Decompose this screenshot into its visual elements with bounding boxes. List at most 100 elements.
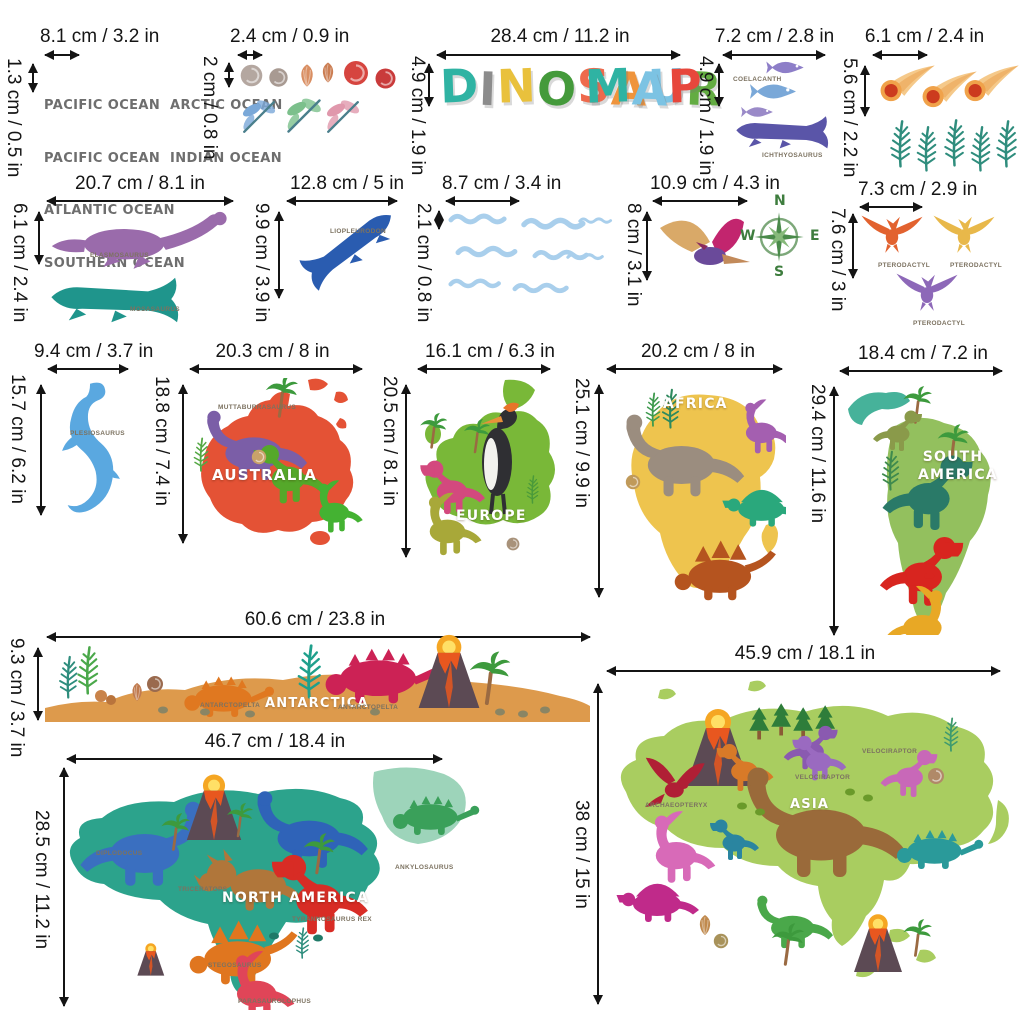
- pteranodon-width-arrow: [652, 196, 748, 206]
- fern-icon: [890, 120, 911, 168]
- title-height-label: 4.9 cm / 1.9 in: [406, 56, 428, 176]
- ocean-height-arrow: [28, 63, 38, 93]
- red-ammonite-icon: [374, 67, 397, 90]
- wave-icon: [448, 276, 504, 289]
- liopleurodon-height-label: 9.9 cm / 3.9 in: [250, 203, 272, 323]
- species-label: PTERODACTYL: [878, 262, 931, 269]
- liopleurodon-width-arrow: [286, 196, 398, 206]
- title-letter: N: [496, 58, 538, 114]
- species-label: VELOCIRAPTOR: [862, 748, 918, 755]
- continent-label-europe: EUROPE: [456, 508, 527, 524]
- species-label: TRICERATOPS: [178, 886, 228, 893]
- europe-height-label: 20.5 cm / 8.1 in: [378, 376, 400, 506]
- pteranodon-height-arrow: [642, 211, 652, 281]
- fern-icon: [970, 125, 991, 172]
- plesiosaurus-width-arrow: [47, 364, 129, 374]
- australia-map: [193, 378, 363, 545]
- title-width-arrow: [436, 50, 681, 60]
- continent-label-antarctica: ANTARCTICA: [265, 696, 369, 711]
- wave-icon: [578, 217, 613, 224]
- ammonite-icon: [268, 67, 289, 88]
- fish-width-label: 7.2 cm / 2.8 in: [714, 26, 835, 47]
- asia-height-label: 38 cm / 15 in: [570, 800, 592, 909]
- ammonite-icon: [239, 63, 264, 88]
- compass-icon: [753, 211, 805, 263]
- elasmosaurus-icon: [51, 211, 227, 269]
- coelacanth-fish-icon: [750, 84, 796, 99]
- species-label: TYRANNOSAURUS REX: [292, 916, 372, 923]
- ocean-line: PACIFIC OCEAN INDIAN OCEAN: [44, 150, 283, 166]
- south-america-height-arrow: [829, 386, 839, 636]
- north-america-width-label: 46.7 cm / 18.4 in: [204, 731, 346, 752]
- europe-height-arrow: [401, 384, 411, 558]
- waves-width-label: 8.7 cm / 3.4 in: [442, 173, 562, 194]
- red-ammonite-icon: [342, 59, 370, 87]
- europe-width-label: 16.1 cm / 6.3 in: [425, 341, 555, 362]
- plesiosaurus-icon: [62, 382, 120, 513]
- africa-height-arrow: [594, 384, 604, 598]
- species-label: MOSASAURUS: [130, 306, 180, 313]
- meteor-height-arrow: [860, 65, 870, 117]
- liopleurodon-icon: [297, 202, 403, 292]
- mosasaurus-icon: [51, 277, 179, 323]
- fossil-width-label: 2.4 cm / 0.9 in: [230, 26, 350, 47]
- species-label: ANKYLOSAURUS: [395, 864, 454, 871]
- pteranodon-height-label: 8 cm / 3.1 in: [622, 203, 644, 307]
- page-title-word2: MAP: [584, 58, 704, 117]
- africa-map: [625, 388, 786, 601]
- title-letter: A: [630, 61, 670, 117]
- africa-width-arrow: [606, 364, 783, 374]
- species-label: ANTARCTOPELTA: [338, 704, 399, 711]
- ocean-height-label: 1.3 cm / 0.5 in: [2, 58, 24, 178]
- ocean-width-arrow: [44, 50, 80, 60]
- species-label: LIOPLEURODON: [330, 228, 386, 235]
- asia-height-arrow: [593, 683, 603, 1005]
- pterodactyl-width-label: 7.3 cm / 2.9 in: [858, 179, 978, 200]
- ichthyosaurus-icon: [736, 116, 829, 149]
- asia-map: [616, 680, 1009, 978]
- marine-height-arrow: [34, 211, 44, 265]
- australia-height-label: 18.8 cm / 7.4 in: [150, 376, 172, 506]
- antarctica-height-arrow: [33, 647, 43, 721]
- title-letter: D: [439, 58, 481, 114]
- fern-icon: [944, 119, 965, 167]
- marine-width-arrow: [46, 196, 234, 206]
- wave-icon: [566, 253, 604, 261]
- fish-height-arrow: [714, 63, 724, 107]
- meteor-height-label: 5.6 cm / 2.2 in: [838, 58, 860, 178]
- north-america-width-arrow: [66, 754, 443, 764]
- south-america-map: [848, 384, 991, 635]
- australia-width-label: 20.3 cm / 8 in: [215, 341, 330, 362]
- title-height-arrow: [424, 63, 434, 107]
- species-label: ELASMOSAURUS: [90, 252, 149, 259]
- liopleurodon-height-arrow: [274, 211, 284, 299]
- species-label: ARCHAEOPTERYX: [645, 802, 708, 809]
- pterodactyl-icon: [861, 215, 923, 253]
- south-america-height-label: 29.4 cm / 11.6 in: [806, 384, 828, 524]
- fossil-height-arrow: [224, 62, 234, 88]
- south-america-width-label: 18.4 cm / 7.2 in: [858, 343, 988, 364]
- meteor-icon: [964, 65, 1019, 102]
- australia-height-arrow: [178, 384, 188, 544]
- fossil-height-label: 2 cm / 0.8 in: [198, 56, 220, 160]
- waves-width-arrow: [445, 196, 520, 206]
- antarctica-width-arrow: [46, 632, 591, 642]
- europe-width-arrow: [417, 364, 551, 374]
- waves-height-label: 2.1 cm / 0.8 in: [412, 203, 434, 323]
- species-label: PLESIOSAURUS: [70, 430, 125, 437]
- coelacanth-fish-icon: [766, 61, 804, 74]
- continent-label-north-america: NORTH AMERICA: [222, 890, 369, 906]
- compass-east-label: E: [810, 228, 820, 244]
- species-label: COELACANTH: [733, 76, 782, 83]
- fern-icon: [996, 120, 1017, 168]
- species-label: PTERODACTYL: [913, 320, 966, 327]
- conch-shell-icon: [322, 62, 334, 83]
- asia-width-label: 45.9 cm / 18.1 in: [734, 643, 876, 664]
- fossil-width-arrow: [237, 50, 263, 60]
- dragonfly-icon: [239, 96, 279, 133]
- species-label: MUTTABURRASAURUS: [218, 404, 296, 411]
- dragonfly-icon: [323, 96, 363, 133]
- compass-west-label: W: [740, 228, 756, 244]
- plesiosaurus-height-label: 15.7 cm / 6.2 in: [6, 374, 28, 504]
